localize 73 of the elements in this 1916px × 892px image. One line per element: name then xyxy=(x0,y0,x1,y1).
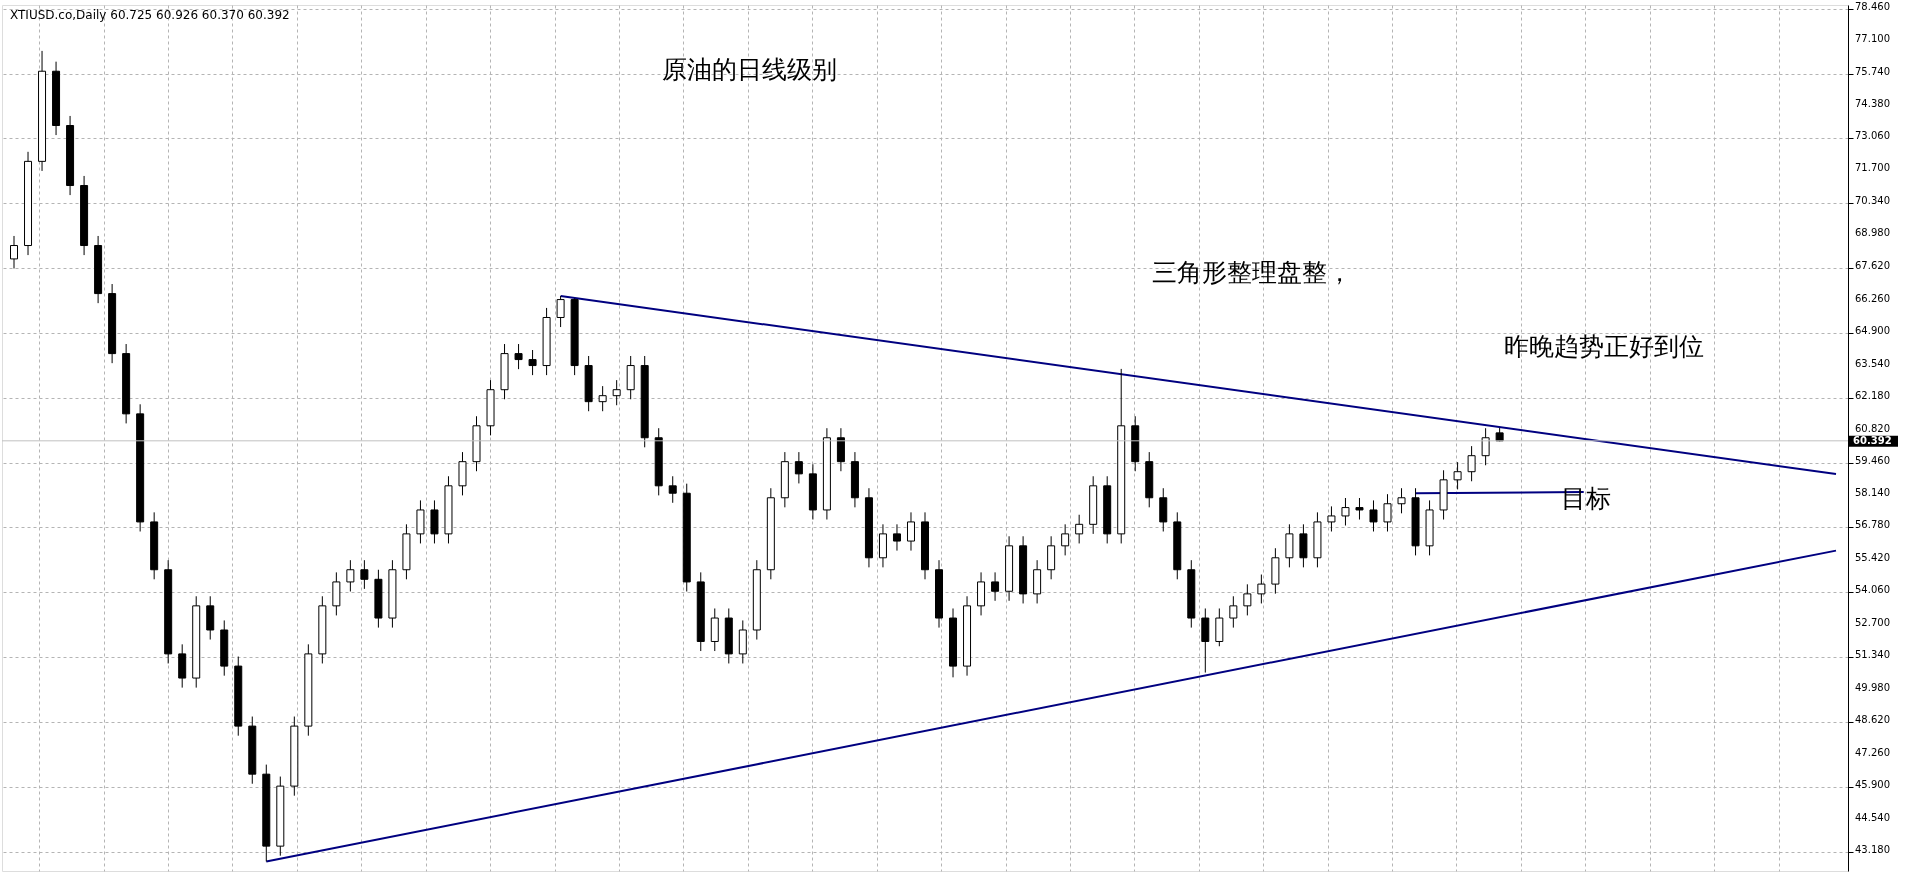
candlestick xyxy=(514,343,523,370)
candlestick xyxy=(612,379,621,406)
candlestick xyxy=(1243,583,1252,616)
candlestick xyxy=(416,499,425,544)
candlestick xyxy=(346,559,355,592)
candlestick xyxy=(991,571,1000,602)
candlestick xyxy=(1257,574,1266,604)
y-tick-label: 58.140 xyxy=(1855,486,1890,498)
candlestick xyxy=(1299,523,1308,568)
y-tick-label: 45.900 xyxy=(1855,779,1890,791)
y-tick-label: 64.900 xyxy=(1855,325,1890,337)
y-tick-label: 48.620 xyxy=(1855,714,1890,726)
candlestick xyxy=(1047,535,1056,580)
candlestick xyxy=(1453,461,1462,490)
candlestick xyxy=(1229,595,1238,629)
y-tick-label: 59.460 xyxy=(1855,455,1890,467)
y-tick-label: 77.100 xyxy=(1855,33,1890,45)
candlestick xyxy=(1369,499,1378,532)
candlestick xyxy=(528,349,537,376)
candlestick xyxy=(794,451,803,484)
y-tick-label: 60.820 xyxy=(1855,422,1890,434)
y-tick-label: 52.700 xyxy=(1855,616,1890,628)
candlestick xyxy=(892,523,901,552)
candlestick xyxy=(878,523,887,568)
y-tick-label: 63.540 xyxy=(1855,357,1890,369)
chart-title: XTIUSD.co,Daily 60.725 60.926 60.370 60.392 xyxy=(10,8,290,22)
y-tick-label: 44.540 xyxy=(1855,811,1890,823)
y-tick-label: 62.180 xyxy=(1855,390,1890,402)
y-tick-label: 49.980 xyxy=(1855,681,1890,693)
candlestick xyxy=(738,619,747,664)
candlestick xyxy=(430,499,439,544)
candlestick xyxy=(1061,523,1070,556)
y-tick-label: 68.980 xyxy=(1855,227,1890,239)
y-tick-label: 70.340 xyxy=(1855,194,1890,206)
candlestick xyxy=(1201,607,1210,674)
y-tick-label: 73.060 xyxy=(1855,129,1890,141)
y-tick-label: 54.060 xyxy=(1855,584,1890,596)
candlestick xyxy=(1467,445,1476,482)
candlestick xyxy=(556,295,565,328)
annotation: 昨晚趋势正好到位 xyxy=(1504,332,1705,362)
candlestick xyxy=(360,559,369,590)
candlestick xyxy=(1327,505,1336,532)
candlestick xyxy=(906,511,915,552)
y-tick-label: 71.700 xyxy=(1855,162,1890,174)
candlestick xyxy=(977,571,986,616)
y-tick-label: 66.260 xyxy=(1855,292,1890,304)
y-tick-label: 47.260 xyxy=(1855,746,1890,758)
annotation: 原油的日线级别 xyxy=(662,54,838,84)
annotation: 三角形整理盘整， xyxy=(1151,258,1352,288)
y-tick-label: 56.780 xyxy=(1855,519,1890,531)
candlestick xyxy=(668,475,677,504)
candlestick xyxy=(332,571,341,616)
y-tick-label: 43.180 xyxy=(1855,844,1890,856)
candlestick xyxy=(1355,497,1364,521)
annotation: 目标 xyxy=(1560,483,1611,513)
candlestick xyxy=(710,607,719,652)
candlestick xyxy=(1481,427,1490,466)
y-tick-label: 78.460 xyxy=(1855,0,1890,12)
candlestick xyxy=(10,235,19,269)
candlestick xyxy=(1075,514,1084,544)
y-tick-label: 51.340 xyxy=(1855,649,1890,661)
candlestick xyxy=(1383,493,1392,532)
candlestick xyxy=(836,427,845,472)
candlestick xyxy=(598,385,607,412)
candlestick xyxy=(1215,607,1224,647)
candlestick xyxy=(1397,487,1406,514)
y-tick-label: 75.740 xyxy=(1855,65,1890,77)
y-tick-label: 74.380 xyxy=(1855,98,1890,110)
candlestick xyxy=(1285,523,1294,568)
candlestick xyxy=(1341,497,1350,527)
ref-line-label: 60.392 xyxy=(1853,434,1892,446)
y-tick-label: 55.420 xyxy=(1855,551,1890,563)
y-tick-label: 67.620 xyxy=(1855,260,1890,271)
